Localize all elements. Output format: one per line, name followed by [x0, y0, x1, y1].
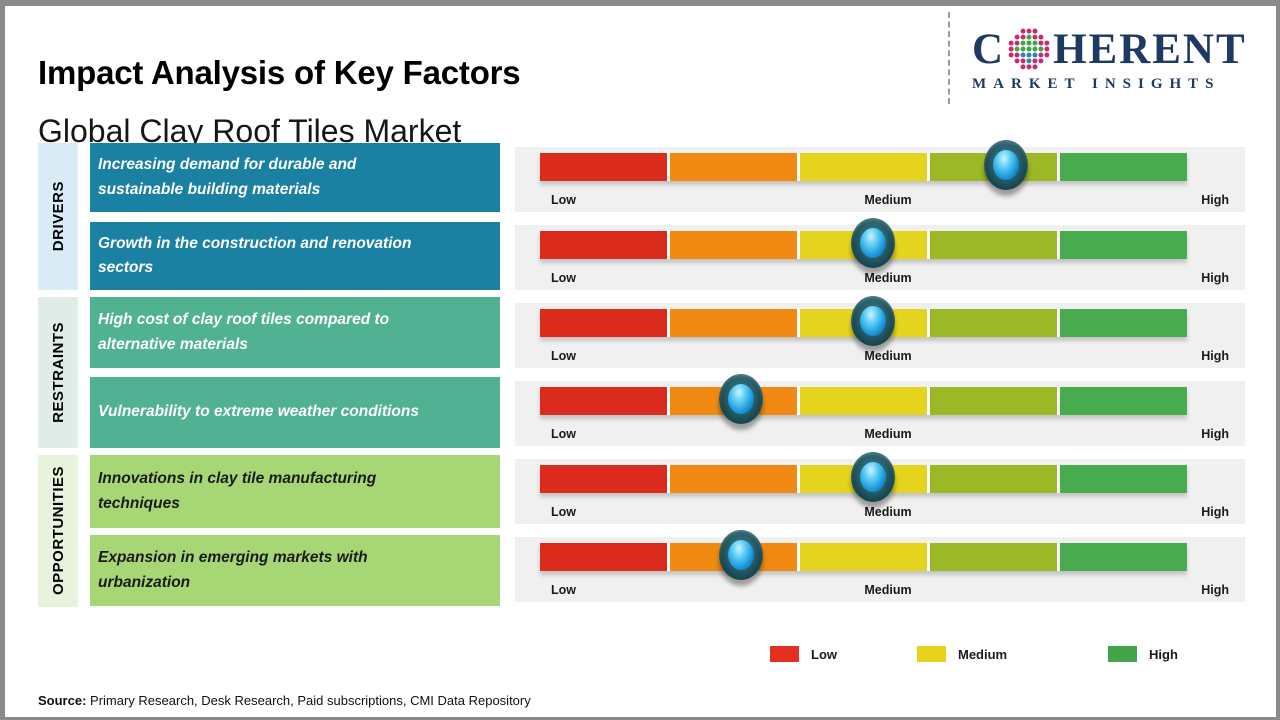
legend-item-high: High — [1108, 646, 1178, 662]
impact-marker-orb — [851, 452, 896, 502]
impact-scale-row-3: Low Medium High — [515, 296, 1245, 368]
impact-marker-orb — [851, 296, 896, 346]
scale-label-high: High — [1201, 193, 1229, 207]
scale-label-high: High — [1201, 505, 1229, 519]
logo-wordmark: C HERENT — [972, 26, 1262, 72]
scale-label-low: Low — [551, 583, 576, 597]
impact-marker-orb — [983, 140, 1028, 190]
bar-segment — [1060, 231, 1187, 259]
page-title: Impact Analysis of Key Factors — [38, 54, 521, 92]
bar-segment — [1060, 543, 1187, 571]
legend-swatch-medium — [917, 646, 946, 662]
scale-label-low: Low — [551, 193, 576, 207]
bar-segment — [1060, 309, 1187, 337]
scale-label-low: Low — [551, 505, 576, 519]
scale-label-high: High — [1201, 349, 1229, 363]
bar-segment — [930, 231, 1057, 259]
bar-segment — [540, 387, 667, 415]
factor-box-restraint-1: High cost of clay roof tiles compared to… — [90, 297, 500, 368]
legend-item-low: Low — [770, 646, 837, 662]
factor-box-restraint-2: Vulnerability to extreme weather conditi… — [90, 377, 500, 448]
group-label-opportunities: OPPORTUNITIES — [49, 466, 67, 596]
legend-label-low: Low — [811, 646, 837, 662]
bar-segment — [1060, 465, 1187, 493]
scale-label-medium: Medium — [864, 427, 912, 441]
factor-box-driver-1: Increasing demand for durable and sustai… — [90, 143, 500, 212]
legend-item-medium: Medium — [917, 646, 1007, 662]
scale-label-low: Low — [551, 271, 576, 285]
impact-marker-orb — [718, 374, 763, 424]
factor-text: Vulnerability to extreme weather conditi… — [98, 403, 419, 421]
impact-gradient-bar — [540, 387, 1187, 415]
scale-label-medium: Medium — [864, 271, 912, 285]
logo-letter-c: C — [972, 25, 1006, 73]
factor-text: Growth in the construction and renovatio… — [98, 234, 412, 276]
page-subtitle: Global Clay Roof Tiles Market — [38, 112, 462, 149]
bar-segment — [670, 153, 797, 181]
bar-segment — [930, 387, 1057, 415]
legend-swatch-high — [1108, 646, 1137, 662]
legend-swatch-low — [770, 646, 799, 662]
bar-segment — [800, 543, 927, 571]
source-text: Primary Research, Desk Research, Paid su… — [90, 693, 531, 708]
group-label-drivers: DRIVERS — [49, 181, 67, 252]
group-strip-opportunities: OPPORTUNITIES — [38, 455, 78, 607]
impact-gradient-bar — [540, 153, 1187, 181]
impact-scale-row-4: Low Medium High — [515, 374, 1245, 446]
legend-label-medium: Medium — [958, 646, 1008, 662]
impact-scale-row-5: Low Medium High — [515, 452, 1245, 524]
scale-label-high: High — [1201, 427, 1229, 441]
scale-label-low: Low — [551, 427, 576, 441]
factor-text: Innovations in clay tile manufacturing t… — [98, 470, 377, 512]
scale-label-medium: Medium — [864, 505, 912, 519]
scale-label-high: High — [1201, 271, 1229, 285]
bar-segment — [800, 153, 927, 181]
bar-segment — [670, 231, 797, 259]
brand-logo: C HERENT MARKET INSIGHTS — [972, 26, 1262, 93]
impact-marker-orb — [718, 530, 763, 580]
group-strip-restraints: RESTRAINTS — [38, 297, 78, 448]
bar-segment — [540, 231, 667, 259]
scale-label-low: Low — [551, 349, 576, 363]
logo-letters-herent: HERENT — [1053, 25, 1247, 73]
bar-segment — [800, 387, 927, 415]
bar-segment — [930, 309, 1057, 337]
impact-scale-row-1: Low Medium High — [515, 140, 1245, 212]
impact-gradient-bar — [540, 543, 1187, 571]
factor-box-opportunity-1: Innovations in clay tile manufacturing t… — [90, 455, 500, 528]
scale-label-high: High — [1201, 583, 1229, 597]
bar-segment — [670, 465, 797, 493]
impact-scale-row-2: Low Medium High — [515, 218, 1245, 290]
factor-box-driver-2: Growth in the construction and renovatio… — [90, 222, 500, 290]
bar-segment — [540, 543, 667, 571]
impact-scale-row-6: Low Medium High — [515, 530, 1245, 602]
source-line: Source: Primary Research, Desk Research,… — [38, 693, 531, 708]
bar-segment — [1060, 153, 1187, 181]
source-label: Source: — [38, 693, 87, 708]
factor-box-opportunity-2: Expansion in emerging markets with urban… — [90, 535, 500, 606]
bar-segment — [540, 465, 667, 493]
bar-segment — [540, 153, 667, 181]
factor-text: Expansion in emerging markets with urban… — [98, 549, 368, 591]
bar-segment — [670, 309, 797, 337]
bar-segment — [930, 465, 1057, 493]
bar-segment — [540, 309, 667, 337]
scale-label-medium: Medium — [864, 193, 912, 207]
logo-tagline: MARKET INSIGHTS — [972, 76, 1221, 92]
group-strip-drivers: DRIVERS — [38, 143, 78, 290]
legend-label-high: High — [1149, 646, 1178, 662]
factor-text: Increasing demand for durable and sustai… — [98, 156, 357, 198]
scale-label-medium: Medium — [864, 583, 912, 597]
bar-segment — [1060, 387, 1187, 415]
logo-divider-dashed-line — [948, 12, 950, 104]
bar-segment — [930, 543, 1057, 571]
impact-marker-orb — [851, 218, 896, 268]
logo-globe-icon — [1006, 26, 1052, 72]
scale-label-medium: Medium — [864, 349, 912, 363]
factor-text: High cost of clay roof tiles compared to… — [98, 311, 390, 353]
group-label-restraints: RESTRAINTS — [49, 322, 67, 423]
